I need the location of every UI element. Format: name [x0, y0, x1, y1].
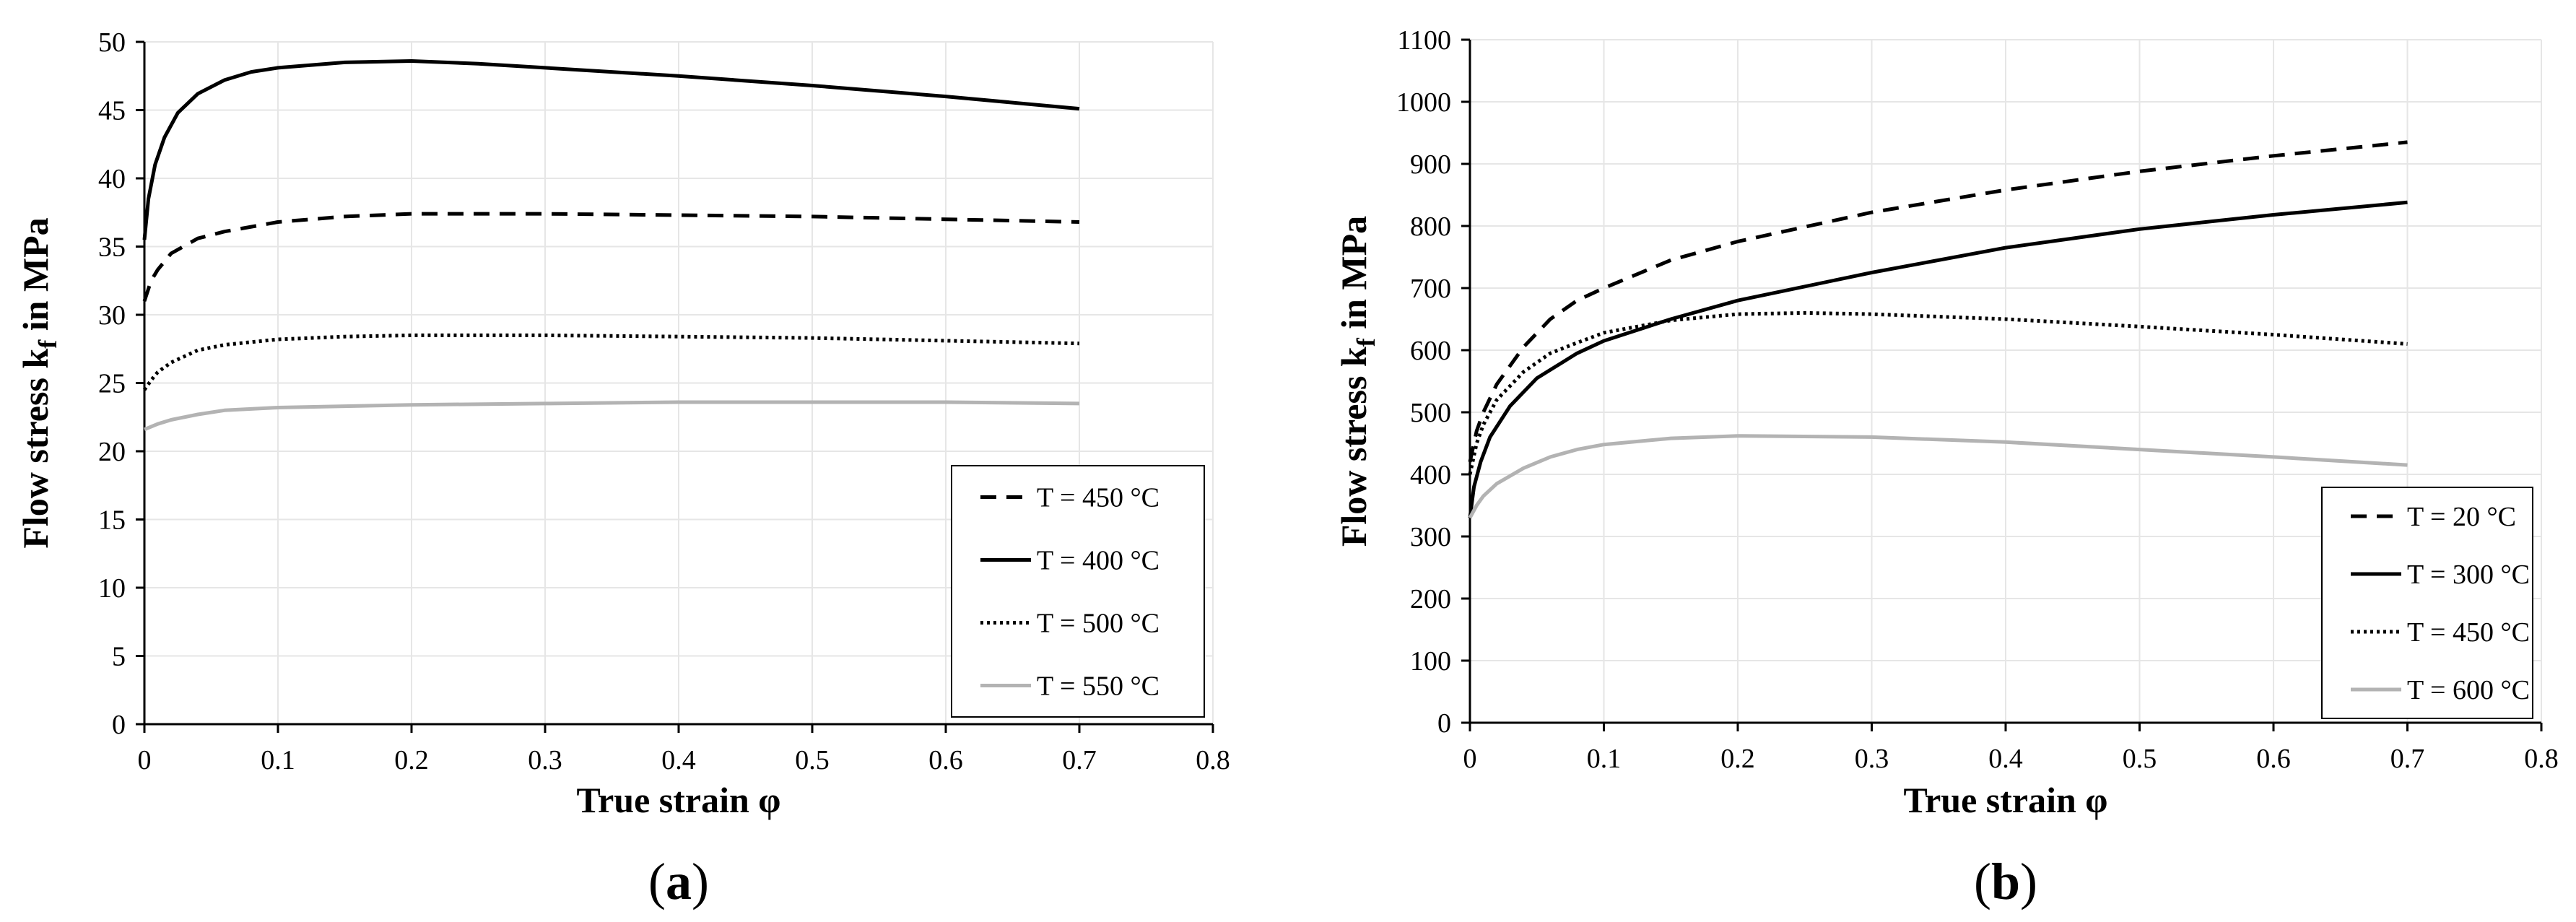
y-tick-label: 20 — [98, 437, 126, 467]
y-tick-label: 35 — [98, 232, 126, 263]
x-axis-title: True strain φ — [1903, 780, 2107, 820]
series-line-b-4 — [1468, 434, 2408, 519]
y-tick-label: 10 — [98, 573, 126, 604]
y-tick-label: 700 — [1410, 274, 1451, 304]
y-tick-label: 600 — [1410, 336, 1451, 366]
y-tick-label: 200 — [1410, 584, 1451, 614]
y-tick-label: 400 — [1410, 460, 1451, 490]
legend-label: T = 20 °C — [2407, 502, 2516, 532]
x-tick-label: 0.2 — [394, 745, 429, 775]
series-line-a-2 — [142, 59, 1080, 240]
y-tick-label: 1100 — [1397, 25, 1451, 56]
legend-label: T = 450 °C — [1037, 483, 1159, 513]
y-axis-title: Flow stress kf in MPa — [1333, 216, 1380, 547]
legend-box — [2321, 487, 2533, 719]
y-tick-label: 50 — [98, 27, 126, 58]
panel-label: (a) — [648, 853, 709, 910]
y-tick-label: 500 — [1410, 398, 1451, 428]
x-tick-label: 0.5 — [2123, 744, 2157, 774]
series-line-a-3 — [142, 333, 1080, 391]
chart-b: 0 0.1 0.2 0.3 0.4 0.5 0.6 0.7 0.8 0 100 200 300 400 50… — [1333, 25, 2559, 910]
legend-label: T = 450 °C — [2407, 617, 2530, 648]
series-line-a-4 — [144, 400, 1080, 432]
x-tick-label: 0 — [138, 745, 152, 775]
legend-label: T = 500 °C — [1037, 609, 1159, 639]
y-tick-label: 30 — [98, 300, 126, 331]
y-tick-label: 40 — [98, 164, 126, 194]
x-tick-label: 0.6 — [928, 745, 963, 775]
x-tick-label: 0.4 — [1988, 744, 2023, 774]
x-tick-label: 0.7 — [1062, 745, 1097, 775]
series-line-b-1 — [1468, 140, 2408, 463]
y-tick-label: 0 — [1437, 708, 1451, 739]
x-tick-label: 0.5 — [795, 745, 830, 775]
series-line-a-1 — [142, 212, 1080, 302]
y-axis-title: Flow stress kf in MPa — [15, 217, 62, 548]
x-tick-label: 0.6 — [2256, 744, 2291, 774]
legend-label: T = 400 °C — [1037, 546, 1159, 576]
x-tick-label: 0.7 — [2390, 744, 2425, 774]
x-axis-title: True strain φ — [576, 780, 780, 820]
x-tick-label: 0.2 — [1720, 744, 1755, 774]
x-tick-label: 0.3 — [1855, 744, 1889, 774]
y-tick-label: 900 — [1410, 149, 1451, 180]
y-tick-label: 15 — [98, 505, 126, 536]
legend-label: T = 600 °C — [2407, 675, 2530, 705]
y-tick-label: 25 — [98, 369, 126, 399]
y-tick-label: 0 — [112, 710, 126, 740]
x-tick-label: 0.4 — [661, 745, 696, 775]
y-tick-label: 1000 — [1396, 87, 1451, 118]
chart-a: 0 0.1 0.2 0.3 0.4 0.5 0.6 0.7 0.8 0 5 10 15 20 25 30 35 4… — [15, 27, 1230, 910]
y-tick-label: 100 — [1410, 646, 1451, 677]
x-tick-label: 0 — [1463, 744, 1477, 774]
legend-box — [951, 465, 1205, 718]
y-tick-label: 45 — [98, 96, 126, 126]
x-tick-label: 0.1 — [261, 745, 295, 775]
y-tick-label: 800 — [1410, 212, 1451, 242]
x-tick-label: 0.1 — [1587, 744, 1622, 774]
panel-label: (b) — [1974, 853, 2037, 910]
x-tick-label: 0.8 — [2524, 744, 2559, 774]
y-tick-label: 300 — [1410, 522, 1451, 552]
y-tick-label: 5 — [112, 642, 126, 672]
series-line-b-2 — [1468, 200, 2408, 518]
x-tick-label: 0.3 — [528, 745, 562, 775]
series-line-b-3 — [1468, 310, 2408, 475]
x-tick-label: 0.8 — [1196, 745, 1230, 775]
legend-label: T = 550 °C — [1037, 671, 1159, 702]
legend-label: T = 300 °C — [2407, 560, 2530, 590]
